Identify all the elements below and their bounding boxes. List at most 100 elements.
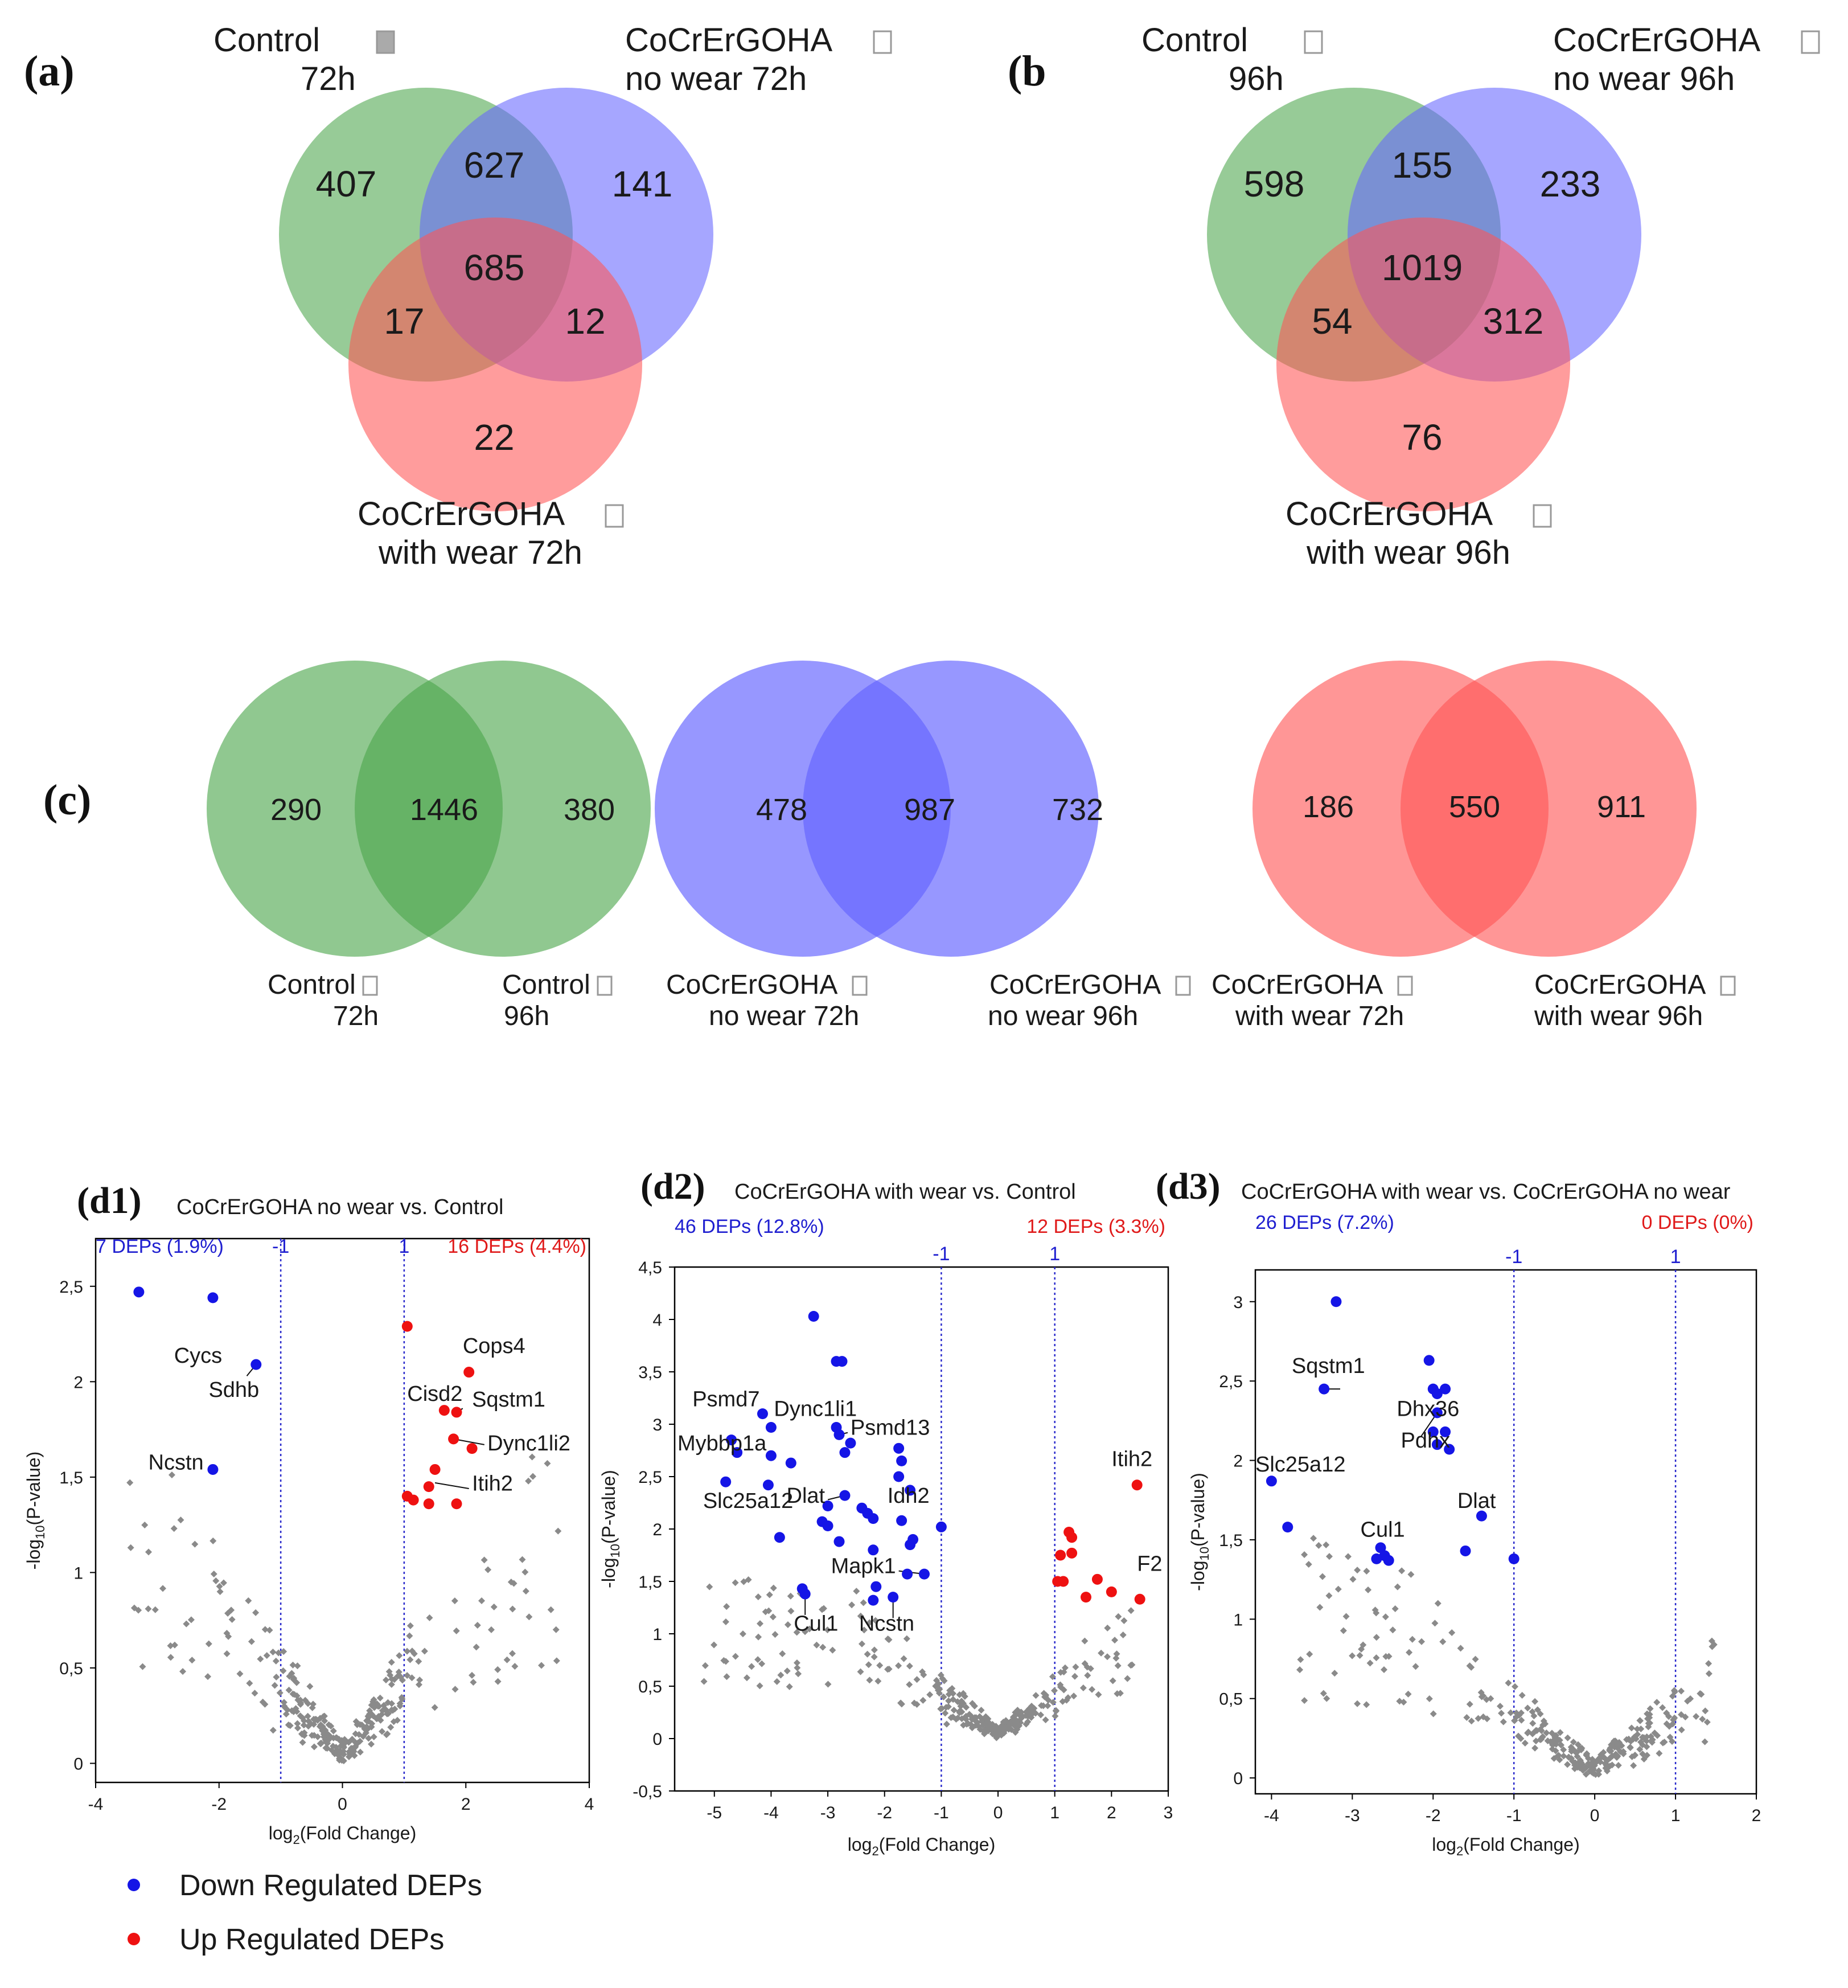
venn-a-label-withwear-2: with wear 72h [378,534,582,571]
d1-neutral-point [216,1588,224,1595]
d2-neutral-point [885,1636,893,1643]
d2-neutral-point [959,1690,967,1697]
d1-neutral-point [399,1677,406,1684]
d3-neutral-point [1538,1727,1545,1735]
d2-gene-label: Idh2 [888,1484,930,1508]
d3-neutral-point [1620,1748,1627,1755]
venn-b-all-three: 1019 [1382,247,1463,288]
d3-neutral-point [1555,1752,1562,1759]
d3-neutral-point [1649,1736,1656,1743]
d3-neutral-point [1578,1744,1586,1752]
d1-neutral-point [555,1527,562,1535]
d1-xtick-label-2: 0 [338,1795,347,1814]
d1-neutral-point [365,1735,372,1742]
d1-neutral-point [408,1674,416,1682]
d1-annotation-down: 7 DEPs (1.9%) [96,1236,224,1257]
d1-neutral-point [309,1704,316,1711]
d3-neutral-point [1534,1706,1541,1714]
d2-neutral-point [976,1725,984,1733]
d3-neutral-point [1595,1767,1603,1774]
d3-neutral-point [1670,1687,1678,1694]
d2-neutral-point [1071,1673,1078,1680]
d3-neutral-point [1661,1739,1668,1746]
d3-neutral-point [1478,1693,1485,1700]
d3-neutral-point [1391,1605,1399,1613]
d1-neutral-point [399,1695,406,1703]
d1-neutral-point [356,1748,364,1756]
panel-label-d1: (d1) [77,1180,142,1222]
d3-neutral-point [1703,1719,1711,1726]
d2-down-point [799,1588,811,1600]
d1-neutral-point [319,1713,327,1720]
d3-neutral-point [1612,1737,1619,1745]
d1-gene-label: Sdhb [208,1378,259,1402]
panel-label-b: (b [1008,47,1046,95]
d2-neutral-point [766,1591,773,1598]
d2-neutral-point [938,1705,946,1712]
d2-neutral-point [913,1676,921,1683]
venn-c2-right-label-1: CoCrErGOHA [989,970,1161,1000]
d2-neutral-point [986,1721,993,1729]
d3-down-point [1266,1475,1277,1487]
d3-neutral-point [1319,1573,1326,1580]
d2-down-point [893,1471,905,1482]
d1-neutral-point [168,1471,175,1478]
d1-neutral-point [553,1657,560,1665]
d1-neutral-point [323,1745,331,1752]
d3-neutral-point [1539,1721,1546,1729]
d2-ytick-label-0: -0,5 [633,1782,662,1801]
d3-neutral-point [1531,1698,1539,1705]
d1-neutral-point [251,1690,258,1697]
d2-xtick-label-7: 2 [1107,1803,1116,1822]
d2-neutral-point [819,1643,827,1651]
d2-ytick-label-8: 3,5 [638,1363,662,1382]
d1-neutral-point [368,1702,375,1709]
d2-neutral-point [1114,1690,1121,1698]
d1-neutral-point [126,1479,134,1486]
d2-neutral-point [773,1678,781,1685]
d3-neutral-point [1594,1757,1601,1764]
d2-neutral-point [934,1687,942,1694]
venn-b-box-withwear [1533,504,1552,528]
d2-ytick-label-1: 0 [652,1730,662,1749]
d2-neutral-point [770,1584,777,1592]
venn-b-control-nowear: 155 [1392,145,1453,186]
d1-neutral-point [388,1706,395,1714]
d3-neutral-point [1564,1734,1571,1741]
d1-neutral-point [406,1632,413,1639]
d3-neutral-point [1636,1745,1644,1753]
d2-neutral-point [1059,1698,1066,1705]
d1-neutral-point [484,1566,492,1573]
d3-neutral-point [1550,1755,1558,1762]
d2-xtick-label-8: 3 [1164,1803,1173,1822]
d3-neutral-point [1529,1720,1537,1727]
d1-neutral-point [348,1745,355,1753]
d3-neutral-point [1430,1710,1437,1718]
d3-neutral-point [1551,1734,1559,1741]
d1-neutral-point [289,1661,297,1669]
d1-threshold-label-0: -1 [272,1236,289,1257]
d1-neutral-point [396,1702,404,1710]
d1-neutral-point [396,1652,403,1659]
venn-c1-left-count: 290 [270,793,322,827]
d3-neutral-point [1702,1707,1709,1715]
d3-neutral-point [1558,1741,1565,1749]
venn-c1-right-label-1: Control [502,970,590,1000]
d1-neutral-point [285,1721,292,1728]
d1-plot-frame [95,1237,590,1784]
d2-xtick-label-3: -2 [877,1803,892,1822]
d1-neutral-point [294,1720,301,1727]
d2-neutral-point [1089,1686,1096,1693]
d2-neutral-point [1015,1708,1022,1715]
d3-neutral-point [1582,1770,1590,1778]
d2-neutral-point [1024,1718,1032,1725]
d2-neutral-point [1098,1649,1105,1657]
d2-neutral-point [945,1697,952,1704]
d2-xtick-label-5: 0 [993,1803,1003,1822]
d2-neutral-point [983,1727,990,1734]
d3-neutral-point [1323,1541,1330,1548]
d2-neutral-point [971,1717,979,1724]
d1-neutral-point [236,1670,244,1678]
d3-neutral-point [1560,1746,1567,1753]
d3-neutral-point [1434,1600,1442,1607]
